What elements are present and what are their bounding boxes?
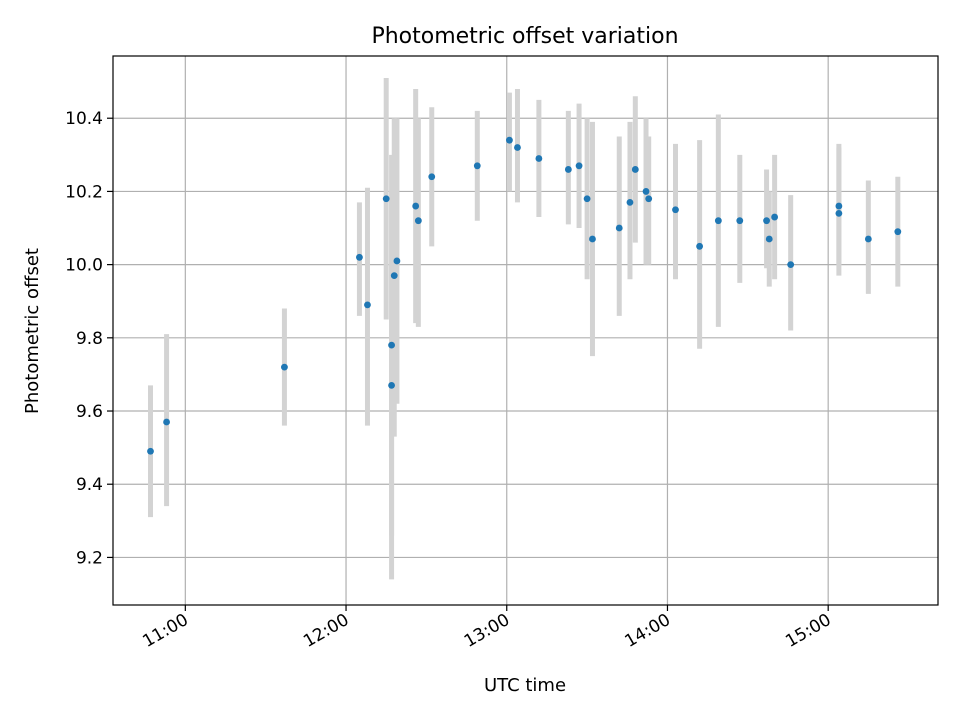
- grid: [113, 56, 938, 605]
- data-points: [147, 136, 902, 455]
- data-point: [626, 199, 634, 206]
- data-point: [390, 272, 398, 279]
- data-point: [393, 257, 401, 265]
- data-point: [645, 195, 653, 203]
- data-point: [388, 382, 395, 389]
- chart-title: Photometric offset variation: [371, 24, 678, 49]
- data-point: [672, 206, 679, 214]
- data-point: [412, 202, 420, 210]
- x-axis-label: UTC time: [484, 675, 566, 696]
- data-point: [147, 447, 154, 455]
- data-point: [506, 136, 513, 144]
- data-point: [589, 235, 596, 243]
- data-point: [514, 144, 521, 151]
- data-point: [564, 166, 572, 173]
- data-point: [835, 209, 843, 217]
- data-point: [765, 235, 773, 243]
- y-tick-label: 10.2: [65, 182, 103, 202]
- data-point: [388, 341, 395, 349]
- data-point: [763, 217, 770, 225]
- data-point: [535, 155, 543, 162]
- data-point: [583, 195, 591, 203]
- plot-frame: [112, 55, 939, 606]
- data-point: [428, 173, 436, 181]
- y-axis-label: Photometric offset: [22, 248, 43, 414]
- y-tick-label: 10.4: [65, 109, 103, 129]
- data-point: [835, 202, 843, 210]
- data-point: [736, 217, 744, 225]
- data-point: [642, 188, 650, 195]
- data-point: [356, 253, 363, 261]
- y-tick-label: 9.6: [76, 402, 103, 422]
- data-point: [864, 235, 872, 243]
- data-point: [163, 418, 170, 426]
- data-point: [894, 228, 902, 236]
- data-point: [615, 224, 623, 232]
- data-point: [714, 217, 722, 225]
- data-point: [473, 162, 481, 170]
- data-point: [414, 217, 422, 225]
- data-point: [631, 166, 639, 173]
- data-point: [364, 301, 371, 309]
- data-point: [696, 242, 704, 250]
- y-tick-label: 9.2: [76, 548, 103, 568]
- y-tick-label: 9.4: [76, 475, 103, 495]
- data-point: [771, 213, 779, 221]
- data-point: [281, 363, 288, 371]
- y-tick-label: 9.8: [76, 329, 103, 349]
- data-point: [382, 195, 390, 203]
- data-point: [787, 261, 795, 269]
- y-tick-label: 10.0: [65, 256, 103, 276]
- data-point: [575, 162, 583, 170]
